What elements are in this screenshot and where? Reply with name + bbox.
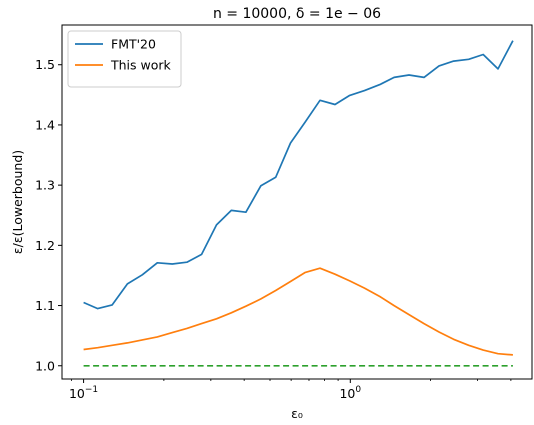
y-tick-label: 1.0 (35, 358, 55, 373)
legend-label: FMT'20 (111, 37, 156, 52)
x-tick-label: 10−1 (69, 385, 98, 401)
series-line-1 (83, 40, 514, 310)
legend-box (67, 30, 182, 88)
legend: FMT'20 This work (67, 30, 182, 88)
plot-frame (61, 24, 533, 380)
y-tick-label: 1.1 (35, 298, 55, 313)
y-tick-label: 1.5 (35, 57, 55, 72)
legend-label: This work (110, 58, 172, 73)
y-axis-label: ε/ε(Lowerbound) (10, 150, 25, 254)
series-layer (83, 40, 514, 367)
x-axis-label: ε₀ (291, 406, 303, 421)
axes-layer: 1.0 1.1 1.2 1.3 1.4 1.5 10−1 100 (35, 24, 533, 401)
series-line-2 (83, 267, 513, 356)
x-tick-label: 100 (339, 385, 361, 401)
chart-title: n = 10000, δ = 1e − 06 (213, 6, 381, 22)
y-tick-label: 1.3 (35, 178, 55, 193)
y-tick-label: 1.2 (35, 238, 55, 253)
y-tick-label: 1.4 (35, 117, 55, 132)
